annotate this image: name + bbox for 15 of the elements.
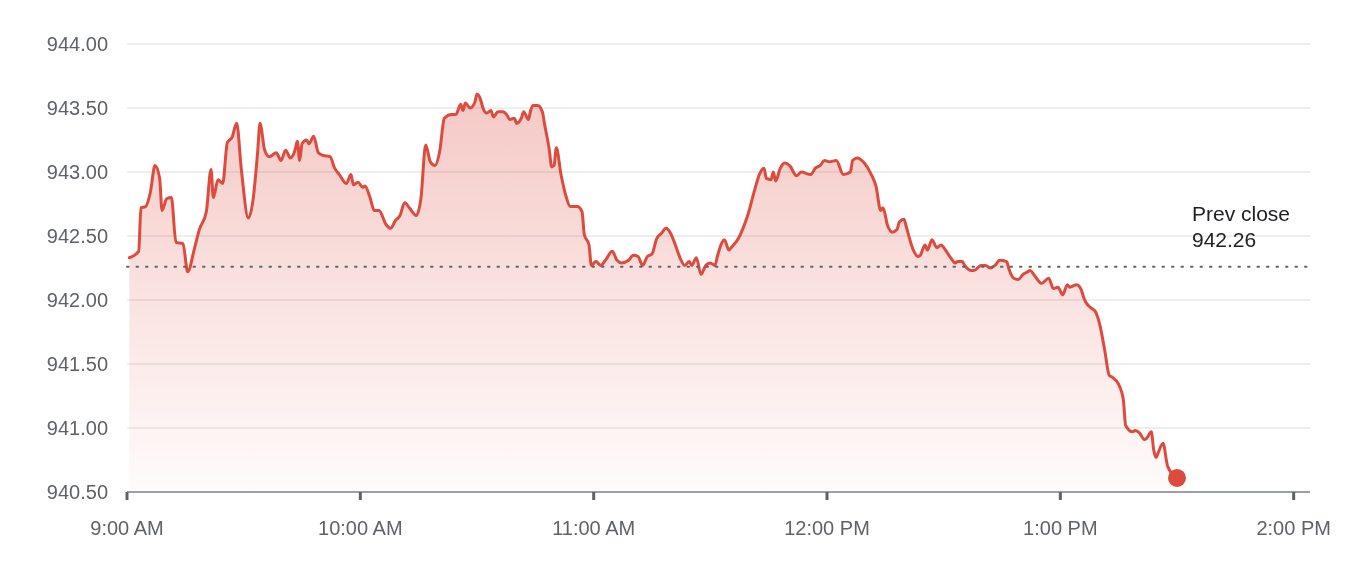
x-tick-label: 10:00 AM bbox=[318, 517, 403, 539]
x-tick-label: 1:00 PM bbox=[1023, 517, 1098, 539]
y-tick-label: 943.00 bbox=[46, 161, 108, 183]
x-tick-label: 11:00 AM bbox=[552, 517, 636, 539]
y-tick-label: 942.50 bbox=[46, 225, 108, 247]
ref-line-label: Prev close 942.26 bbox=[1192, 201, 1291, 251]
y-tick-label: 943.50 bbox=[46, 97, 108, 119]
y-tick-label: 941.50 bbox=[46, 353, 108, 375]
x-tick-label: 9:00 AM bbox=[90, 517, 164, 539]
y-tick-label: 940.50 bbox=[46, 481, 108, 503]
y-tick-label: 941.00 bbox=[46, 417, 108, 439]
x-tick-label: 12:00 PM bbox=[784, 517, 870, 539]
x-tick-label: 2:00 PM bbox=[1256, 517, 1331, 539]
y-tick-label: 944.00 bbox=[46, 33, 108, 55]
y-tick-label: 942.00 bbox=[46, 289, 108, 311]
